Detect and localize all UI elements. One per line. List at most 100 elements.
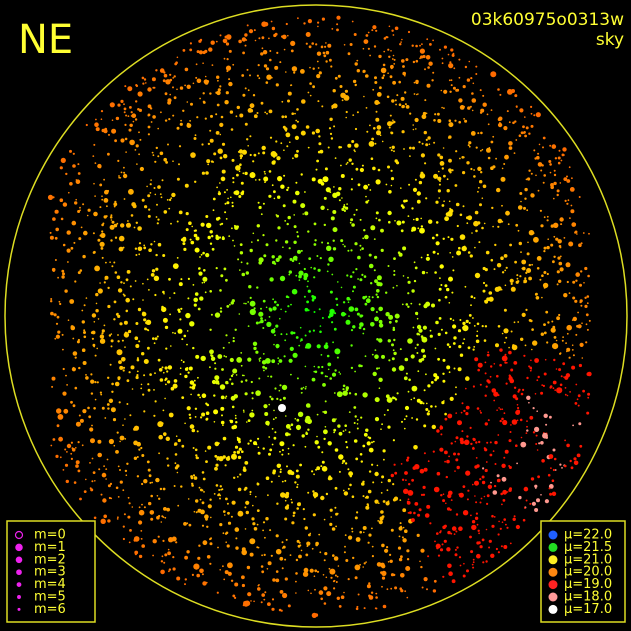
star <box>117 496 120 498</box>
star <box>348 315 350 317</box>
star <box>119 322 123 326</box>
star <box>350 329 354 332</box>
star <box>501 463 506 468</box>
star <box>275 570 279 573</box>
star <box>406 558 410 561</box>
star <box>470 295 474 299</box>
star <box>269 529 272 532</box>
star <box>444 412 447 416</box>
star <box>117 103 121 107</box>
star <box>110 497 113 500</box>
star <box>420 153 425 158</box>
star <box>550 243 554 247</box>
star <box>465 319 469 323</box>
star <box>459 213 463 217</box>
star <box>399 43 402 46</box>
star <box>328 127 332 130</box>
star <box>179 86 184 90</box>
star <box>122 173 128 179</box>
star <box>378 54 382 59</box>
star <box>340 174 345 178</box>
star <box>387 500 390 503</box>
star <box>431 79 434 82</box>
star <box>309 94 312 97</box>
star <box>471 98 477 103</box>
star <box>390 473 394 478</box>
star <box>285 432 289 437</box>
star <box>122 537 125 541</box>
star <box>476 407 480 410</box>
star <box>292 352 298 358</box>
star <box>363 607 366 610</box>
star <box>382 74 385 77</box>
star <box>292 256 297 261</box>
star <box>128 128 132 132</box>
star <box>370 225 376 231</box>
star <box>485 528 488 531</box>
star <box>75 421 81 427</box>
star <box>579 342 584 347</box>
star <box>268 170 272 173</box>
star <box>263 553 266 557</box>
star <box>577 394 581 398</box>
star <box>201 143 204 146</box>
star <box>326 242 330 245</box>
star <box>383 458 385 461</box>
star <box>387 265 390 267</box>
star <box>296 108 299 111</box>
star <box>556 283 559 286</box>
star <box>290 40 296 47</box>
star <box>505 210 510 216</box>
star <box>318 590 324 595</box>
star <box>260 213 263 216</box>
star <box>338 431 343 436</box>
star <box>239 473 242 476</box>
star <box>399 522 402 525</box>
star <box>521 259 527 265</box>
star <box>513 152 516 155</box>
star <box>400 573 405 578</box>
star <box>400 555 403 559</box>
star <box>253 527 258 531</box>
star <box>348 392 352 395</box>
star <box>201 501 205 505</box>
star <box>585 341 588 344</box>
star <box>477 190 479 193</box>
star <box>316 51 322 56</box>
star <box>165 79 171 85</box>
star <box>172 567 176 571</box>
star <box>354 564 361 571</box>
star <box>253 29 256 32</box>
star <box>357 255 361 260</box>
star <box>354 83 357 87</box>
star <box>548 454 554 459</box>
star <box>189 386 192 389</box>
star <box>380 428 382 431</box>
star <box>508 374 511 377</box>
star <box>307 289 311 293</box>
star <box>359 167 364 173</box>
star <box>271 260 276 265</box>
star <box>484 468 488 473</box>
star <box>320 597 324 601</box>
star <box>312 513 316 517</box>
star <box>350 344 353 347</box>
star <box>324 167 328 171</box>
star <box>110 345 113 348</box>
star <box>583 282 585 284</box>
star <box>368 295 371 298</box>
star <box>184 583 186 586</box>
star <box>220 395 225 400</box>
star <box>329 377 333 380</box>
star <box>549 386 552 389</box>
star <box>474 246 476 249</box>
star <box>117 377 121 381</box>
star <box>184 183 189 188</box>
star <box>372 371 377 377</box>
star <box>269 50 272 52</box>
star <box>424 99 427 102</box>
star <box>269 308 273 312</box>
star <box>391 58 394 60</box>
star <box>535 292 538 296</box>
star <box>196 456 199 460</box>
